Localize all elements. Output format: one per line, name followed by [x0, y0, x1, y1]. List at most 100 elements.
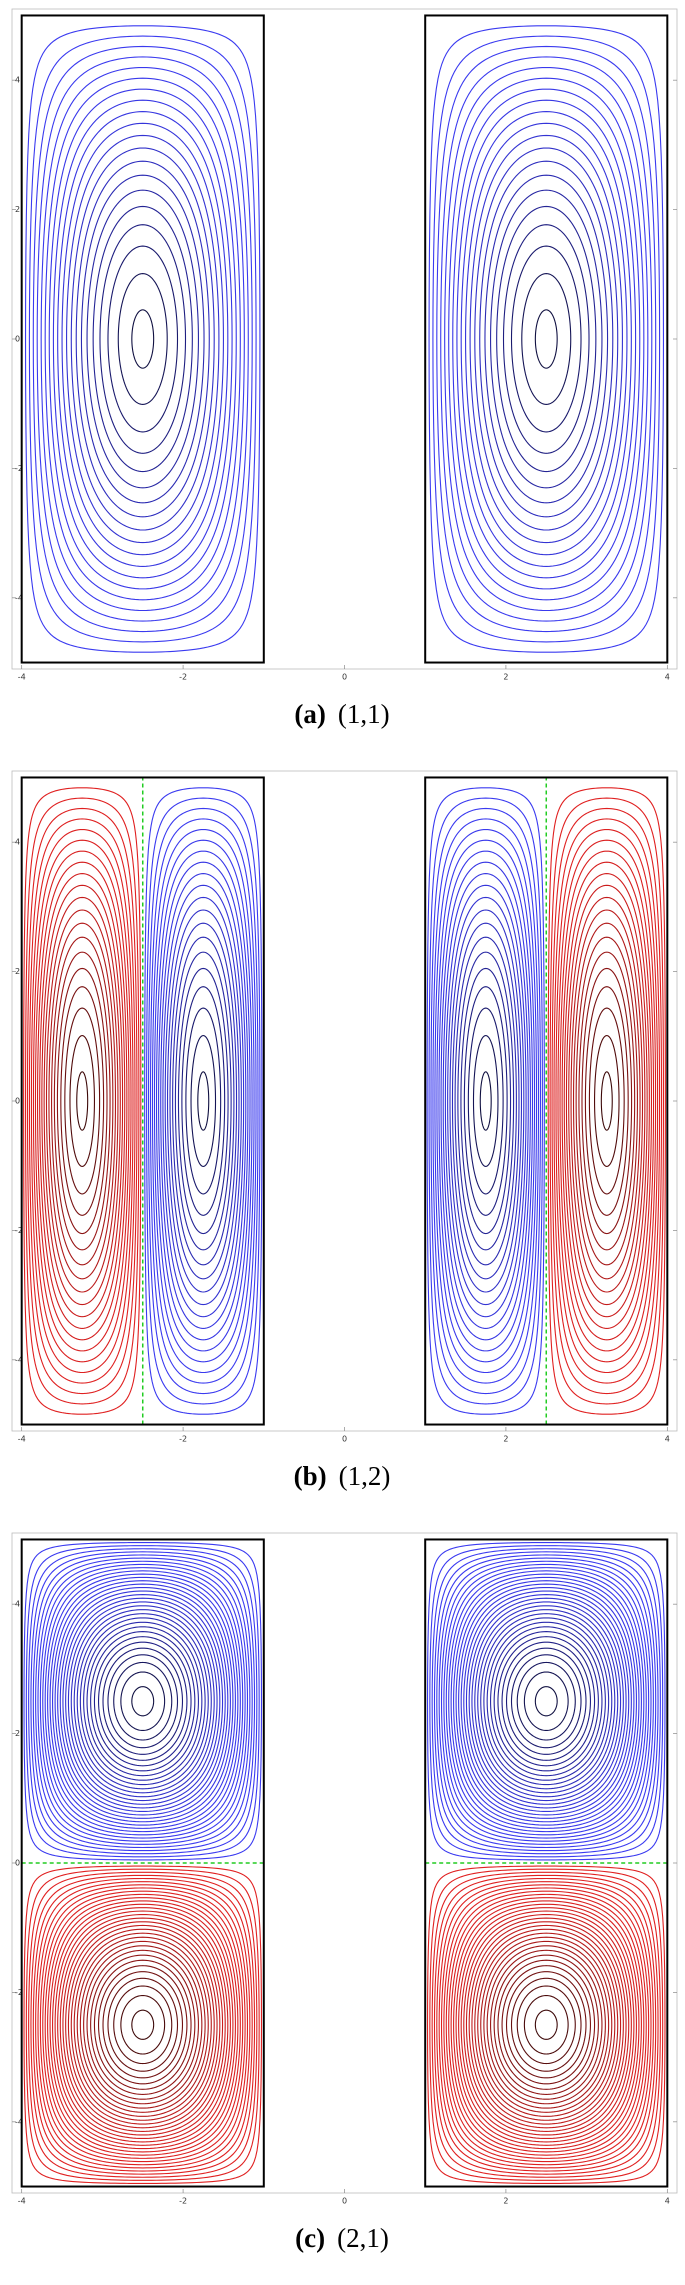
contour-line [70, 1928, 215, 2121]
contour-line [99, 224, 187, 454]
contour-line [474, 1928, 619, 2121]
contour-line [471, 1601, 622, 1802]
contour-line [49, 1900, 236, 2150]
contour-line [479, 160, 614, 518]
contour-line [35, 1881, 251, 2169]
contour-line [501, 1641, 592, 1761]
contour-line [438, 1881, 654, 2169]
contour-line [52, 99, 233, 579]
contour-line [41, 884, 124, 1318]
contour-line [83, 1945, 203, 2105]
contour-line [572, 922, 641, 1280]
contour-line [61, 122, 224, 556]
contour-line [65, 1597, 221, 1805]
contour-line [131, 309, 155, 369]
contour-line [62, 1917, 224, 2132]
contour-line [60, 986, 105, 1216]
contour-line [559, 850, 655, 1352]
contour-line [458, 1583, 635, 1819]
contour-line [131, 2009, 155, 2040]
contour-line [69, 1035, 96, 1167]
contour-line [490, 189, 603, 489]
contour-line [73, 1932, 212, 2117]
y-tick-label: 0 [15, 1097, 20, 1106]
x-tick-label: 4 [665, 673, 670, 682]
contour-line [36, 861, 128, 1341]
y-tick-label: 4 [15, 1600, 20, 1609]
contour-line [24, 797, 140, 1405]
y-tick-label: 2 [15, 967, 20, 976]
contour-line [534, 309, 558, 369]
contour-line [431, 1871, 661, 2178]
contour-line [430, 807, 542, 1395]
contour-line [158, 861, 249, 1341]
contour-line [42, 1890, 244, 2159]
contour-line [436, 45, 657, 633]
contour-line [32, 1554, 253, 1849]
contour-line [505, 1647, 587, 1755]
contour-line [47, 1897, 239, 2153]
contour-line [107, 1977, 179, 2072]
contour-line [73, 1609, 212, 1794]
contour-line [62, 1594, 224, 1809]
x-tick-label: 4 [665, 2197, 670, 2206]
contour-line [426, 787, 545, 1415]
contour-line [480, 1936, 613, 2113]
contour-line [39, 1887, 246, 2163]
contour-line [465, 1917, 627, 2132]
contour-line [463, 1914, 630, 2136]
x-tick-label: 2 [503, 1435, 508, 1444]
contour-line [172, 936, 235, 1266]
contour-line [516, 1661, 576, 1741]
contour-line [433, 1551, 659, 1852]
contour-line [34, 850, 130, 1352]
contour-line [53, 951, 111, 1251]
contour-line [76, 1613, 209, 1790]
caption-label: (a) [294, 699, 325, 729]
contour-line [479, 1071, 492, 1131]
contour-line [28, 35, 257, 643]
contour-line [484, 174, 609, 504]
contour-line [26, 807, 138, 1395]
contour-line [45, 909, 119, 1293]
contour-line [107, 245, 179, 433]
contour-line [57, 1910, 229, 2140]
contour-line [90, 1631, 196, 1772]
contour-line [36, 56, 249, 622]
y-tick-label: -2 [15, 1988, 23, 1997]
contour-line [162, 884, 245, 1318]
contour-line [433, 1874, 659, 2175]
contour-line [48, 922, 117, 1280]
contour-line [463, 986, 508, 1216]
contour-line [67, 1924, 218, 2125]
contour-line [553, 818, 661, 1384]
contour-line [434, 828, 538, 1374]
contour-line [486, 1621, 606, 1781]
contour-line [460, 111, 632, 567]
contour-line [523, 1994, 569, 2055]
contour-line [450, 1573, 642, 1829]
contour-line [428, 797, 543, 1405]
contour-line [468, 1921, 624, 2129]
contour-line [593, 1035, 620, 1167]
contour-line [181, 986, 226, 1216]
contour-line [483, 1617, 610, 1786]
y-tick-label: -4 [15, 593, 23, 602]
contour-line [76, 1936, 209, 2113]
contour-line [496, 205, 597, 473]
caption: (b) (1,2) [294, 1461, 391, 1491]
contour-line [174, 951, 232, 1251]
contour-line [97, 1965, 188, 2085]
contour-line [463, 1590, 630, 1812]
caption-text: (2,1) [337, 2223, 389, 2253]
contour-line [480, 1613, 613, 1790]
contour-line [549, 797, 665, 1405]
y-tick-label: 0 [15, 335, 20, 344]
y-tick-label: 2 [15, 1729, 20, 1738]
contour-line [455, 1903, 637, 2146]
contour-line [436, 839, 536, 1363]
cell-box [20, 776, 265, 1426]
contour-line [76, 1071, 89, 1131]
contour-line [113, 1661, 173, 1741]
